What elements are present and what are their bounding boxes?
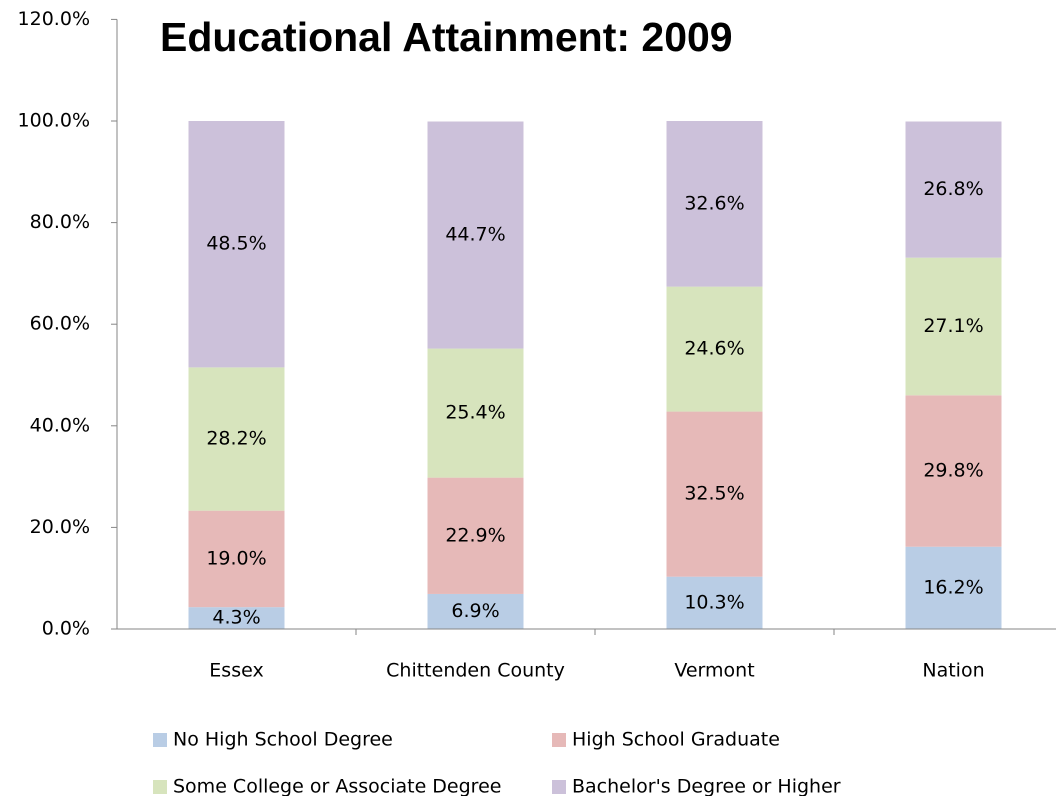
data-label: 4.3% xyxy=(212,607,260,629)
data-label: 44.7% xyxy=(445,224,505,246)
data-label: 26.8% xyxy=(923,178,983,200)
y-tick-label: 20.0% xyxy=(30,516,90,538)
y-tick-label: 100.0% xyxy=(18,110,90,132)
bar-segment xyxy=(666,286,763,412)
x-tick-label: Essex xyxy=(209,660,263,682)
legend-swatch xyxy=(153,780,167,794)
data-label: 19.0% xyxy=(206,547,266,569)
bar-segment xyxy=(666,411,763,577)
x-tick-label: Vermont xyxy=(674,660,754,682)
y-tick-label: 120.0% xyxy=(18,8,90,30)
y-tick-label: 60.0% xyxy=(30,313,90,335)
data-label: 28.2% xyxy=(206,428,266,450)
bar-segment xyxy=(188,367,285,511)
data-label: 24.6% xyxy=(684,338,744,360)
legend-swatch xyxy=(552,780,566,794)
bar-segment xyxy=(188,607,285,629)
data-label: 22.9% xyxy=(445,524,505,546)
data-label: 27.1% xyxy=(923,315,983,337)
data-label: 48.5% xyxy=(206,233,266,255)
data-label: 29.8% xyxy=(923,460,983,482)
legend-label: Some College or Associate Degree xyxy=(173,776,501,796)
bar-segment xyxy=(427,121,524,349)
x-tick-label: Nation xyxy=(922,660,984,682)
bar-segment xyxy=(905,121,1002,258)
bar-segment xyxy=(905,546,1002,629)
bar-segment xyxy=(905,395,1002,547)
data-label: 6.9% xyxy=(451,600,499,622)
data-label: 10.3% xyxy=(684,591,744,613)
bar-segment xyxy=(188,121,285,368)
data-label: 32.5% xyxy=(684,483,744,505)
bar-segment xyxy=(666,576,763,629)
data-label: 32.6% xyxy=(684,192,744,214)
y-tick-label: 40.0% xyxy=(30,414,90,436)
bar-segment xyxy=(188,510,285,608)
legend-swatch xyxy=(153,733,167,747)
bar-segment xyxy=(427,348,524,478)
bar-segment xyxy=(666,121,763,287)
legend-label: Bachelor's Degree or Higher xyxy=(572,776,841,796)
data-label: 16.2% xyxy=(923,576,983,598)
legend-label: No High School Degree xyxy=(173,729,393,751)
y-tick-label: 80.0% xyxy=(30,211,90,233)
y-tick-label: 0.0% xyxy=(42,618,90,640)
x-tick-label: Chittenden County xyxy=(386,660,565,682)
legend-swatch xyxy=(552,733,566,747)
bar-segment xyxy=(427,593,524,629)
bar-segment xyxy=(905,257,1002,396)
chart-title: Educational Attainment: 2009 xyxy=(160,14,733,60)
data-label: 25.4% xyxy=(445,402,505,424)
bar-segment xyxy=(427,477,524,594)
legend-label: High School Graduate xyxy=(572,729,780,751)
